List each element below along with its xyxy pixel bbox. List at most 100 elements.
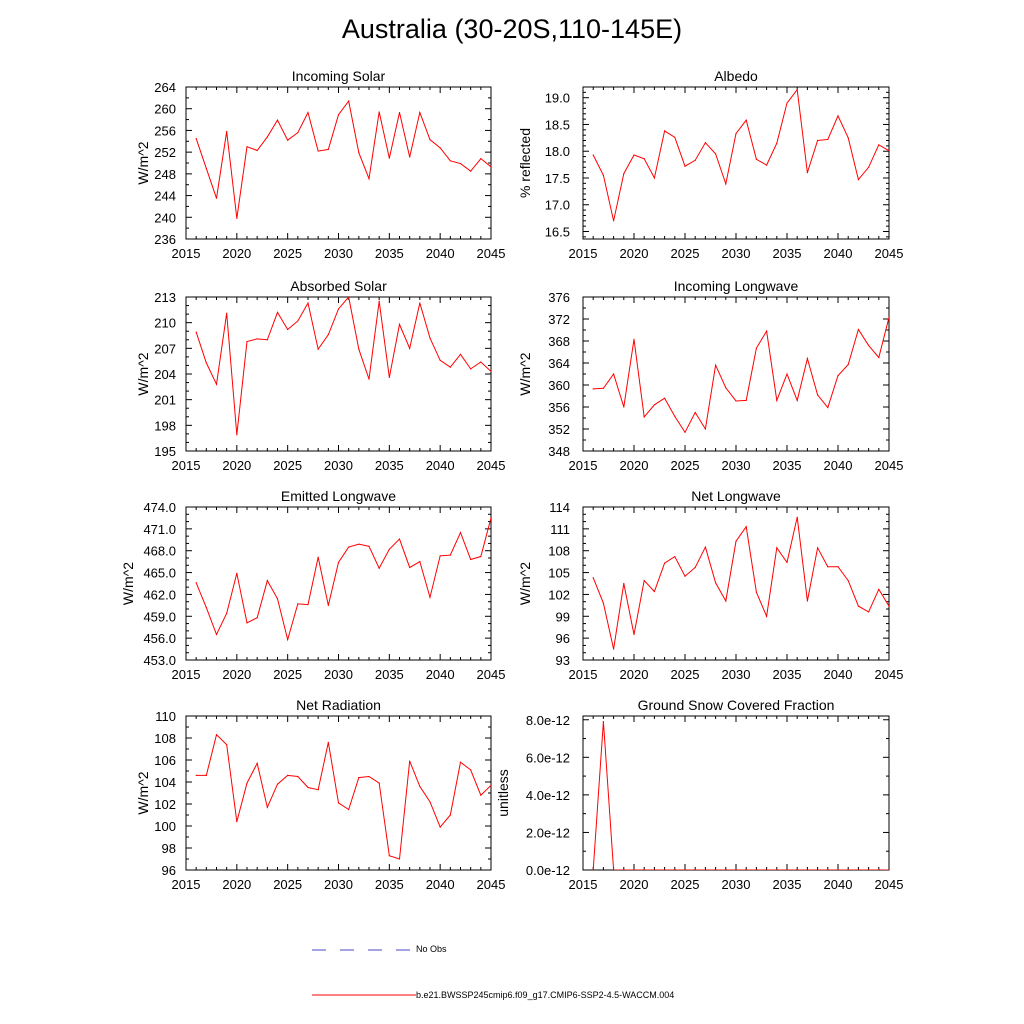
x-tick-label: 2045 [477, 458, 506, 473]
y-axis-label: W/m^2 [517, 352, 533, 395]
data-point [725, 183, 727, 185]
data-point [684, 431, 686, 433]
y-tick-label: 207 [154, 341, 176, 356]
data-point [368, 775, 370, 778]
x-tick-label: 2025 [671, 667, 700, 682]
data-point [419, 111, 421, 114]
data-point [653, 590, 656, 593]
data-point [287, 328, 289, 331]
y-tick-label: 100 [154, 819, 176, 834]
y-tick-label: 364 [548, 356, 570, 371]
data-point [806, 869, 808, 870]
x-tick-label: 2040 [426, 246, 455, 261]
data-point [847, 869, 849, 870]
data-point [725, 869, 727, 870]
x-tick-label: 2045 [875, 667, 904, 682]
data-point [857, 328, 860, 331]
data-point [674, 136, 676, 138]
data-point [215, 197, 218, 199]
data-point [490, 370, 491, 373]
data-point [674, 555, 676, 558]
series-line [196, 733, 491, 860]
series-line [195, 297, 491, 435]
x-tick-label: 2030 [324, 877, 353, 892]
data-point [684, 165, 686, 167]
data-point [256, 762, 258, 764]
data-point [796, 89, 798, 91]
data-point [776, 869, 778, 870]
data-point [449, 160, 451, 162]
data-point [674, 415, 676, 417]
x-tick-label: 2025 [273, 667, 302, 682]
data-point [266, 339, 268, 341]
data-point [205, 606, 207, 609]
x-tick-label: 2015 [172, 877, 201, 892]
data-point [735, 869, 737, 870]
x-tick-label: 2020 [620, 877, 649, 892]
data-point [592, 154, 594, 156]
y-tick-label: 102 [154, 797, 176, 812]
y-tick-label: 213 [154, 290, 176, 305]
data-point [817, 139, 819, 142]
data-point [827, 138, 829, 141]
y-tick-label: 459.0 [143, 609, 176, 624]
x-tick-label: 2020 [222, 877, 251, 892]
y-tick-label: 102 [548, 587, 570, 602]
data-point [480, 361, 482, 363]
data-point [388, 376, 390, 379]
data-point [868, 166, 870, 168]
data-point [205, 774, 207, 777]
y-tick-label: 96 [162, 863, 176, 878]
data-point [276, 598, 279, 600]
y-tick-label: 18.0 [545, 144, 570, 159]
data-point [388, 855, 390, 857]
y-tick-label: 99 [556, 609, 570, 624]
data-point [276, 119, 279, 121]
x-tick-label: 2025 [671, 877, 700, 892]
y-tick-label: 248 [154, 167, 176, 182]
data-point [776, 399, 778, 401]
data-point [827, 406, 829, 409]
data-point [449, 814, 451, 816]
data-point [246, 340, 248, 343]
panel-2: 2015 2020 2025 2030 2035 2040 2045 16.5 17.0 17.5… [517, 68, 903, 261]
data-point [766, 869, 768, 870]
x-tick-label: 2045 [875, 458, 904, 473]
panel-title: Net Longwave [691, 488, 781, 504]
data-point [613, 220, 615, 222]
data-point [195, 582, 197, 584]
data-point [837, 115, 839, 117]
x-tick-label: 2015 [172, 667, 201, 682]
y-axis-label: W/m^2 [135, 771, 151, 814]
data-point [796, 516, 798, 518]
x-tick-label: 2020 [222, 246, 251, 261]
data-point [409, 566, 411, 569]
data-point [602, 174, 605, 176]
data-point [236, 217, 238, 219]
data-point [623, 582, 625, 585]
y-tick-label: 16.5 [545, 225, 570, 240]
y-tick-label: 96 [556, 631, 570, 646]
y-tick-label: 356 [548, 400, 570, 415]
data-point [398, 323, 401, 325]
data-point [480, 794, 482, 796]
panel-8: 2015 2020 2025 2030 2035 2040 2045 0.0e-12 2.0e-… [495, 697, 903, 892]
data-point [643, 579, 645, 582]
y-tick-label: 108 [154, 731, 176, 746]
y-tick-label: 110 [155, 709, 176, 724]
y-axis-label: W/m^2 [135, 141, 151, 184]
data-point [378, 300, 380, 302]
plot-frame [185, 86, 492, 240]
x-tick-label: 2015 [569, 458, 598, 473]
data-point [307, 302, 309, 304]
data-point [287, 774, 289, 777]
y-tick-label: 204 [154, 367, 176, 382]
y-tick-label: 260 [154, 102, 176, 117]
x-tick-label: 2040 [824, 458, 853, 473]
data-point [256, 617, 258, 619]
figure-title: Australia (30-20S,110-145E) [341, 14, 683, 44]
data-point [348, 100, 350, 102]
y-tick-label: 244 [154, 189, 176, 204]
x-tick-label: 2030 [324, 246, 353, 261]
data-point [653, 869, 655, 870]
